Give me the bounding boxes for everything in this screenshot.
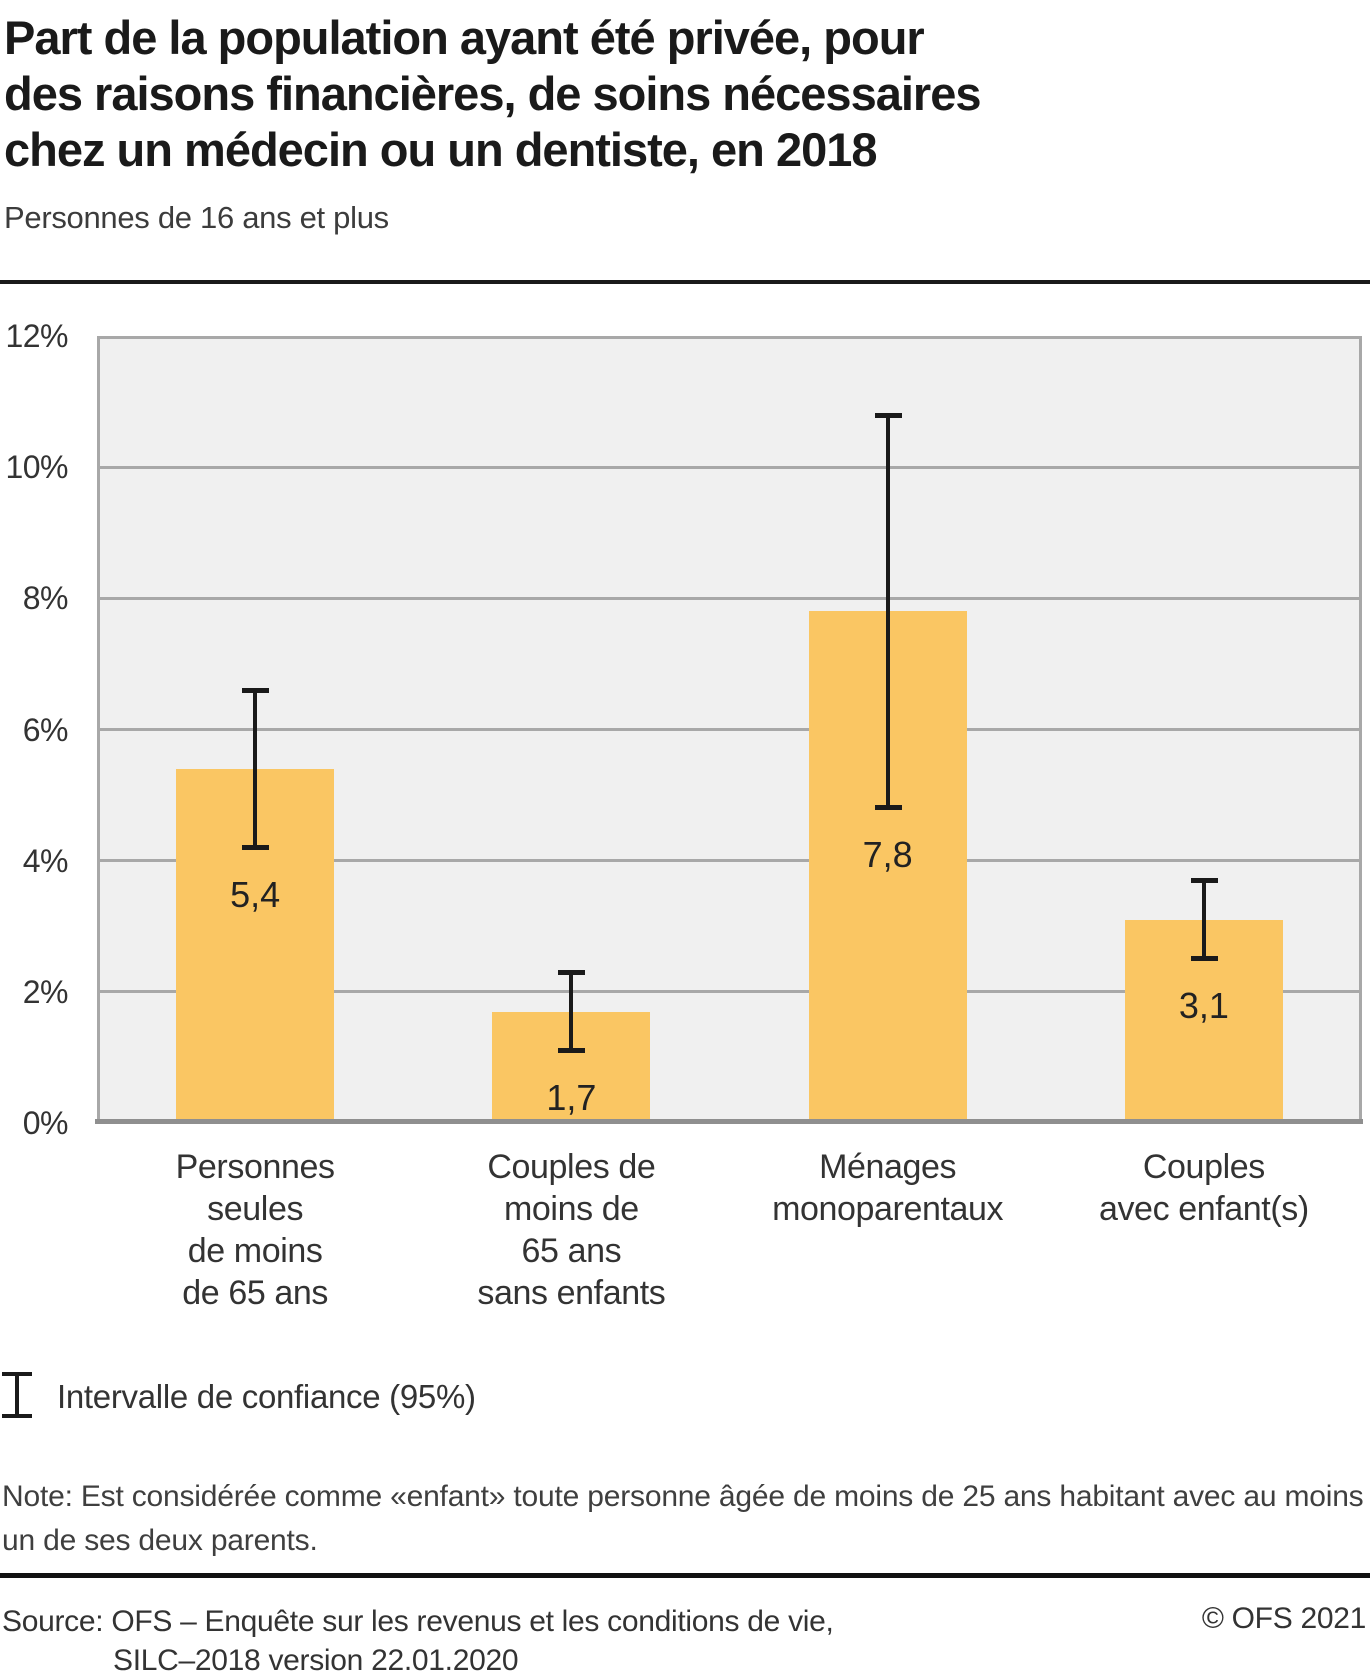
title-line-3: chez un médecin ou un dentiste, en 2018	[4, 123, 878, 176]
category-label-line: monoparentaux	[772, 1190, 1004, 1228]
category-label-line: 65 ans	[521, 1232, 622, 1270]
x-axis-line	[95, 1119, 1363, 1124]
category-label-line: Couples de	[487, 1148, 656, 1186]
legend-label: Intervalle de confiance (95%)	[57, 1378, 476, 1415]
y-axis-tick-label: 2%	[22, 973, 69, 1010]
category-label: Personnes seules de moins de 65 ans	[95, 1146, 415, 1314]
category-label: Couples de moins de 65 ans sans enfants	[411, 1146, 731, 1314]
copyright: © OFS 2021	[1201, 1602, 1366, 1635]
category-label-line: de 65 ans	[182, 1274, 328, 1312]
category-label-line: seules	[207, 1190, 304, 1228]
category-label: Ménages monoparentaux	[728, 1146, 1048, 1230]
page-subtitle: Personnes de 16 ans et plus	[4, 200, 389, 235]
category-label-line: sans enfants	[477, 1274, 666, 1312]
confidence-interval-icon	[2, 1372, 32, 1418]
category-label-line: Ménages	[819, 1148, 957, 1186]
page-title: Part de la population ayant été privée, …	[4, 10, 981, 178]
category-label-line: Personnes	[175, 1148, 335, 1186]
title-line-1: Part de la population ayant été privée, …	[4, 11, 925, 64]
category-label-line: de moins	[187, 1232, 323, 1270]
y-axis-tick-label: 0%	[22, 1105, 69, 1141]
title-line-2: des raisons financières, de soins nécess…	[4, 67, 981, 120]
category-label: Couples avec enfant(s)	[1044, 1146, 1364, 1230]
y-axis-tick-label: 6%	[22, 711, 69, 748]
header-divider	[0, 280, 1370, 284]
source-line-2: SILC–2018 version 22.01.2020	[113, 1644, 519, 1677]
y-axis-tick-label: 8%	[22, 580, 69, 617]
y-axis-tick-label: 12%	[5, 318, 68, 354]
source-block: Source: OFS – Enquête sur les revenus et…	[2, 1602, 834, 1680]
plot-area	[97, 336, 1362, 1124]
footer-divider	[0, 1573, 1370, 1578]
category-label-line: moins de	[503, 1190, 639, 1228]
y-axis-tick-label: 4%	[22, 842, 69, 879]
category-label-line: Couples	[1142, 1148, 1265, 1186]
footnote: Note: Est considérée comme «enfant» tout…	[2, 1480, 1364, 1557]
y-axis-tick-label: 10%	[5, 449, 68, 486]
category-label-line: avec enfant(s)	[1098, 1190, 1309, 1228]
source-line-1: Source: OFS – Enquête sur les revenus et…	[2, 1605, 834, 1638]
